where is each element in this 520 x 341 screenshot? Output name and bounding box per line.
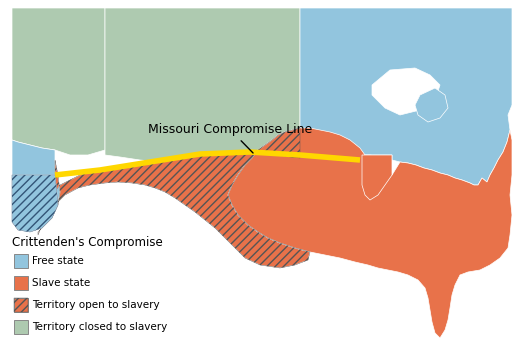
Polygon shape [228,128,512,338]
Bar [14,276,28,290]
Bar [14,254,28,268]
Polygon shape [372,68,440,115]
Text: Territory open to slavery: Territory open to slavery [32,300,160,310]
Polygon shape [12,140,60,232]
Polygon shape [12,175,58,232]
Text: Crittenden's Compromise: Crittenden's Compromise [12,236,163,249]
Polygon shape [415,88,448,122]
Text: Missouri Compromise Line: Missouri Compromise Line [148,123,312,153]
Text: Free state: Free state [32,256,84,266]
Bar [14,298,28,312]
Text: Slave state: Slave state [32,278,90,288]
Polygon shape [300,8,512,185]
Polygon shape [12,8,105,155]
Bar [14,320,28,334]
Polygon shape [105,8,300,172]
Bar [14,298,28,312]
Polygon shape [38,128,310,268]
Polygon shape [362,155,392,200]
Text: Territory closed to slavery: Territory closed to slavery [32,322,167,332]
